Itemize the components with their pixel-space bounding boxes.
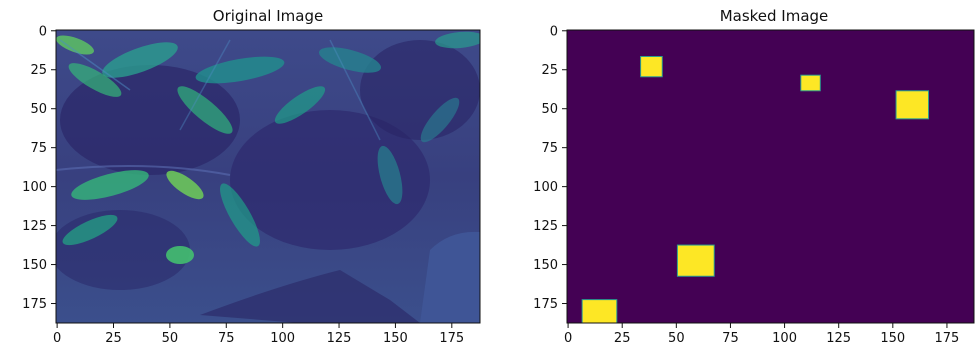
original-image-y-tick-label: 175 (22, 297, 47, 312)
original-image-axes: 0 25 50 75 100 125 150 175 0 25 50 75 100 125 150 175 (22, 24, 464, 346)
original-image-x-tick-label: 100 (270, 331, 295, 346)
masked-image-y-tick-label: 25 (541, 63, 558, 78)
original-image-frame (55, 29, 481, 324)
original-image-x-tick-label: 50 (162, 331, 179, 346)
original-image-y-tick-label: 25 (30, 63, 47, 78)
masked-image-y-tick-label: 0 (550, 24, 558, 39)
masked-image-y-tick-label: 175 (533, 297, 558, 312)
masked-image-x-tick-label: 0 (564, 331, 572, 346)
original-image-x-tick-label: 125 (327, 331, 352, 346)
mask-region (895, 90, 930, 120)
masked-image-x-tick-label: 50 (668, 331, 685, 346)
original-image-y-tick-label: 150 (22, 258, 47, 273)
masked-image-frame (566, 29, 975, 324)
masked-image-y-tick-label: 75 (541, 141, 558, 156)
mask-region (676, 244, 715, 277)
original-image-panel: Original Image (22, 7, 481, 346)
original-image-title: Original Image (213, 7, 323, 25)
mask-region (640, 55, 663, 78)
masked-image-title: Masked Image (720, 7, 829, 25)
masked-image-x-tick-label: 125 (826, 331, 851, 346)
original-image-y-tick-label: 50 (30, 102, 47, 117)
masked-image-y-tick-label: 100 (533, 180, 558, 195)
masked-image-panel: Masked Image 0 25 50 75 100 125 150 175 0 25 50 75 1… (533, 7, 975, 346)
original-image-y-tick-label: 0 (39, 24, 47, 39)
original-image-x-tick-label: 150 (383, 331, 408, 346)
masked-image-background (567, 30, 974, 323)
original-image-x-tick-label: 75 (218, 331, 235, 346)
original-image-photo (56, 30, 480, 323)
original-image-y-tick-label: 100 (22, 180, 47, 195)
original-image-x-tick-label: 25 (105, 331, 122, 346)
masked-image-x-tick-label: 100 (772, 331, 797, 346)
mask-regions (581, 55, 930, 324)
original-image-x-tick-label: 0 (53, 331, 61, 346)
mask-region (800, 74, 821, 92)
masked-image-axes: 0 25 50 75 100 125 150 175 0 25 50 75 100 125 150 175 (533, 24, 959, 346)
masked-image-x-tick-label: 75 (722, 331, 739, 346)
mask-region (581, 299, 618, 324)
masked-image-y-tick-label: 150 (533, 258, 558, 273)
masked-image-x-tick-label: 175 (935, 331, 960, 346)
original-image-x-tick-label: 175 (439, 331, 464, 346)
masked-image-x-tick-label: 25 (614, 331, 631, 346)
masked-image-x-tick-label: 150 (880, 331, 905, 346)
masked-image-y-tick-label: 50 (541, 102, 558, 117)
masked-image-y-tick-label: 125 (533, 219, 558, 234)
original-image-y-tick-label: 125 (22, 219, 47, 234)
original-image-y-tick-label: 75 (30, 141, 47, 156)
